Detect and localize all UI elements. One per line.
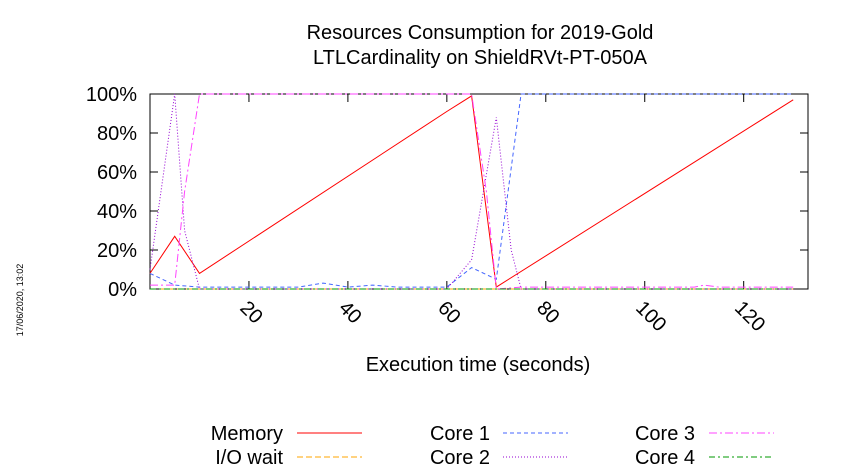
series-line-core-3 bbox=[150, 93, 794, 290]
legend-label: Memory bbox=[211, 423, 283, 445]
timestamp-label: 17/06/2020, 13:02 bbox=[15, 264, 25, 337]
x-tick-label: 60 bbox=[433, 297, 464, 328]
y-tick-label: 100% bbox=[86, 84, 137, 106]
legend-label: Core 3 bbox=[635, 423, 695, 445]
legend-label: Core 4 bbox=[635, 447, 695, 469]
x-tick-label: 100 bbox=[631, 297, 670, 336]
plot-area: 0% 20% 40% 60% 80% 100% 20 40 60 80 100 120 bbox=[86, 84, 809, 336]
x-tick-label: 80 bbox=[532, 297, 563, 328]
series-line-memory bbox=[149, 95, 794, 288]
x-tick-label: 120 bbox=[730, 297, 769, 336]
x-tick-label: 20 bbox=[235, 297, 266, 328]
legend-label: I/O wait bbox=[215, 447, 283, 469]
series-line-core-1 bbox=[149, 93, 794, 288]
y-tick-label: 20% bbox=[97, 240, 137, 262]
series-line-core-2 bbox=[149, 93, 794, 290]
y-tick-label: 40% bbox=[97, 201, 137, 223]
y-tick-label: 60% bbox=[97, 162, 137, 184]
chart-title-line2: LTLCardinality on ShieldRVt-PT-050A bbox=[313, 47, 648, 69]
x-tick-label: 40 bbox=[334, 297, 365, 328]
y-tick-label: 80% bbox=[97, 123, 137, 145]
legend-label: Core 1 bbox=[430, 423, 490, 445]
plot-frame bbox=[149, 93, 809, 290]
chart-title-line1: Resources Consumption for 2019-Gold bbox=[307, 22, 654, 44]
x-axis-label: Execution time (seconds) bbox=[366, 354, 591, 376]
y-tick-label: 0% bbox=[108, 279, 137, 301]
legend-label: Core 2 bbox=[430, 447, 490, 469]
